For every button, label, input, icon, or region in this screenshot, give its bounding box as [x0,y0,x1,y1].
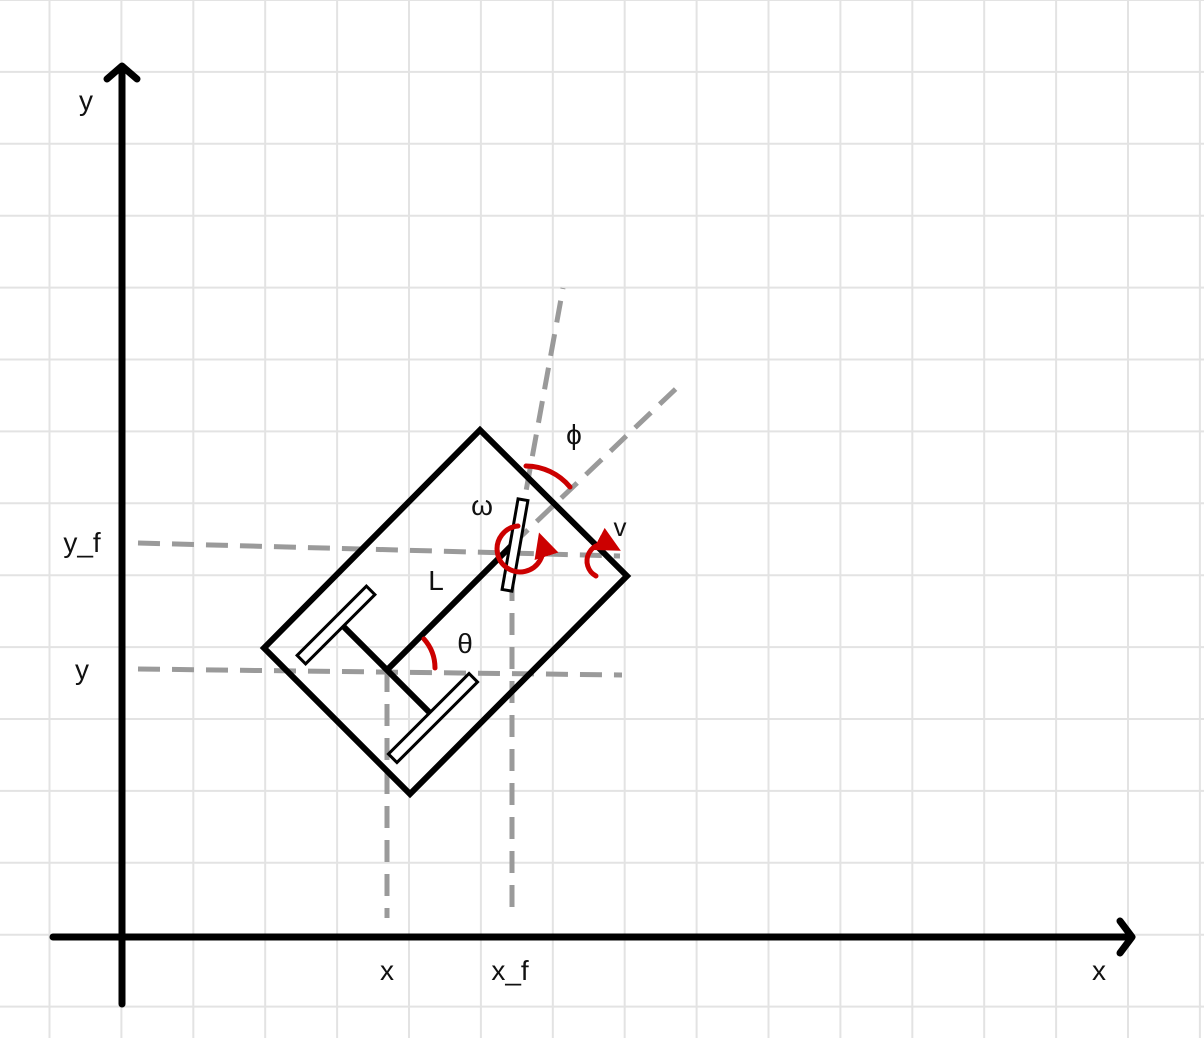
phi-label: ϕ [566,419,582,450]
vehicle [259,425,632,799]
labels: y x y_f y x x_f L θ ϕ ω v [63,85,1106,986]
vehicle-body [259,425,632,799]
y-axis-arrowhead [103,62,141,83]
y-tick-label: y [75,654,89,685]
rear-axle [337,620,435,718]
y-axis-label: y [79,85,93,116]
omega-rotation-arrow [494,523,559,575]
theta-arc [421,636,438,671]
theta-label: θ [457,628,473,659]
angle-indicators [421,463,621,671]
rear-right-wheel [386,671,480,765]
wheelbase-line [384,542,515,673]
y-f-guide-line [137,540,621,559]
coordinate-axes [49,62,1136,1008]
rear-left-wheel [294,583,378,667]
omega-label: ω [471,490,493,521]
v-rotation-arrow [584,527,621,579]
v-label: v [614,512,627,542]
x-tick-label: x [380,955,394,986]
x-f-tick-label: x_f [491,955,529,986]
x-axis-label: x [1092,955,1106,986]
phi-arc [523,463,573,490]
y-f-tick-label: y_f [63,527,101,558]
body-axis-extension-line [510,380,685,547]
front-wheel [500,497,530,593]
x-axis-arrowhead [1116,917,1136,957]
y-guide-line [137,666,623,678]
length-label: L [428,565,444,596]
